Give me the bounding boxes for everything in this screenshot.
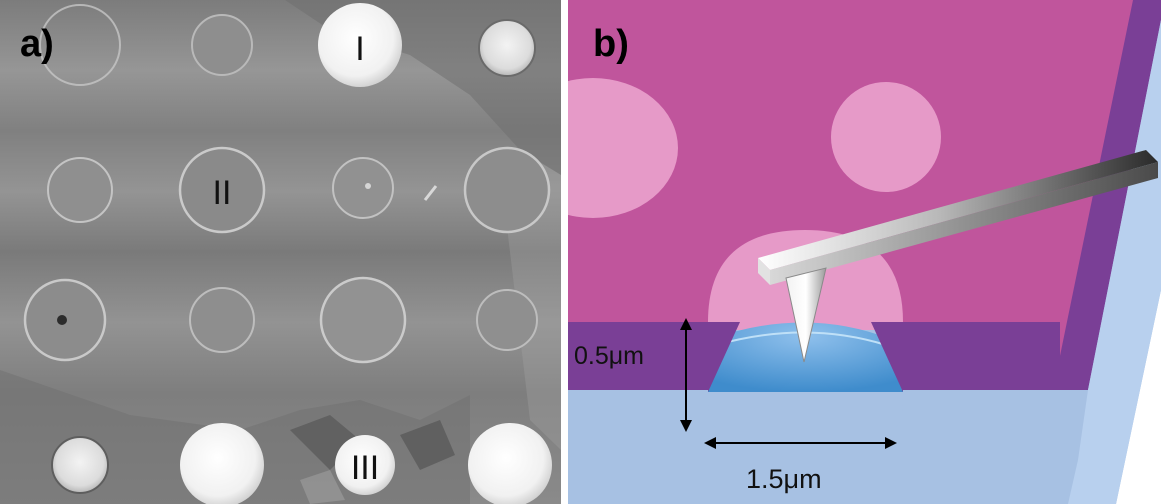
well — [39, 4, 121, 86]
panel-a-label: a) — [20, 23, 54, 65]
well-marker-ii — [178, 146, 266, 234]
width-label: 1.5μm — [746, 464, 822, 494]
width-arrow-head — [885, 437, 897, 449]
cantilever-top — [758, 150, 1158, 270]
cantilever-end — [758, 258, 770, 285]
sem-micrograph: I II III — [0, 0, 561, 504]
well — [332, 157, 394, 219]
well — [476, 289, 538, 351]
afm-tip — [785, 267, 827, 363]
width-arrow-head — [704, 437, 716, 449]
defect — [57, 315, 67, 325]
wall-cut-right — [871, 322, 903, 392]
filled-well — [468, 423, 552, 504]
purple-sidewall-right — [1053, 0, 1161, 390]
marker-ii-label: II — [213, 174, 232, 212]
well — [191, 14, 253, 76]
depth-arrow-head — [680, 420, 692, 432]
afm-schematic: 0.5μm 1.5μm — [568, 0, 1161, 504]
well — [319, 276, 407, 364]
well — [463, 146, 551, 234]
marker-iii-label: III — [351, 449, 379, 487]
particle — [365, 183, 371, 189]
substrate-side-face — [1068, 20, 1161, 504]
panel-b-schematic: 0.5μm 1.5μm b) — [568, 0, 1161, 504]
marker-i-label: I — [355, 30, 364, 68]
depth-label: 0.5μm — [574, 342, 644, 370]
debris-fragment — [300, 470, 345, 504]
debris-fragment — [400, 420, 455, 470]
filled-well — [51, 436, 109, 494]
well — [189, 287, 255, 353]
panel-b-label: b) — [593, 23, 629, 65]
cantilever-side — [770, 162, 1158, 285]
well — [47, 157, 113, 223]
filled-well — [180, 423, 264, 504]
scratch — [423, 185, 438, 201]
wall-cut-left — [708, 322, 740, 392]
filled-well — [478, 19, 536, 77]
filled-well-marker-i — [318, 3, 402, 87]
filled-well-marker-iii — [335, 435, 395, 495]
depth-arrow-head — [680, 318, 692, 330]
pink-disc — [831, 82, 941, 192]
pink-disc — [568, 78, 678, 218]
panel-a-sem-image: I II III a) — [0, 0, 561, 504]
